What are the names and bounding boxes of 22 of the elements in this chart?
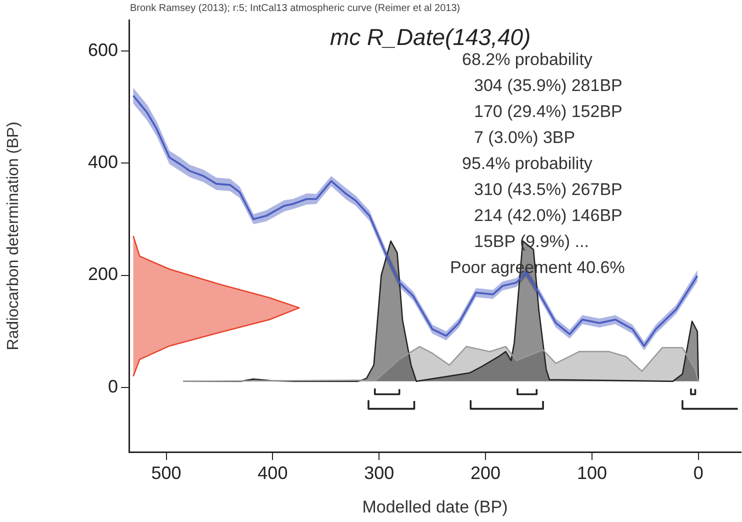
text: Bronk Ramsey (2013); r:5; IntCal13 atmospheric curve (Reimer et al 2013) bbox=[130, 3, 460, 14]
annotation: 7 (3.0%) 3BP bbox=[474, 128, 576, 148]
annotation: 304 (35.9%) 281BP bbox=[474, 76, 622, 96]
x-axis-title: Modelled date (BP) bbox=[362, 497, 508, 516]
x-tick-label: 400 bbox=[258, 462, 288, 483]
annotation: 214 (42.0%) 146BP bbox=[474, 206, 622, 226]
y-tick-label: 400 bbox=[88, 152, 118, 172]
chart-title: mc R_Date(143,40) bbox=[330, 24, 531, 51]
annotation: 68.2% probability bbox=[462, 50, 592, 70]
y-tick-label: 0 bbox=[108, 376, 118, 396]
x-tick-label: 100 bbox=[576, 462, 608, 483]
annotation: 15BP (9.9%) ... bbox=[474, 232, 589, 252]
x-tick-label: 300 bbox=[364, 462, 394, 483]
annotation: 170 (29.4%) 152BP bbox=[474, 102, 622, 122]
annotation: 310 (43.5%) 267BP bbox=[474, 180, 622, 200]
x-tick-label: 0 bbox=[693, 462, 704, 483]
x-tick-label: 500 bbox=[151, 462, 182, 483]
y-tick-label: 600 bbox=[88, 40, 118, 60]
y-tick-label: 200 bbox=[88, 264, 118, 284]
y-axis-title: Radiocarbon determination (BP) bbox=[5, 122, 22, 350]
x-tick-label: 200 bbox=[470, 462, 501, 483]
annotation: 95.4% probability bbox=[462, 154, 592, 174]
